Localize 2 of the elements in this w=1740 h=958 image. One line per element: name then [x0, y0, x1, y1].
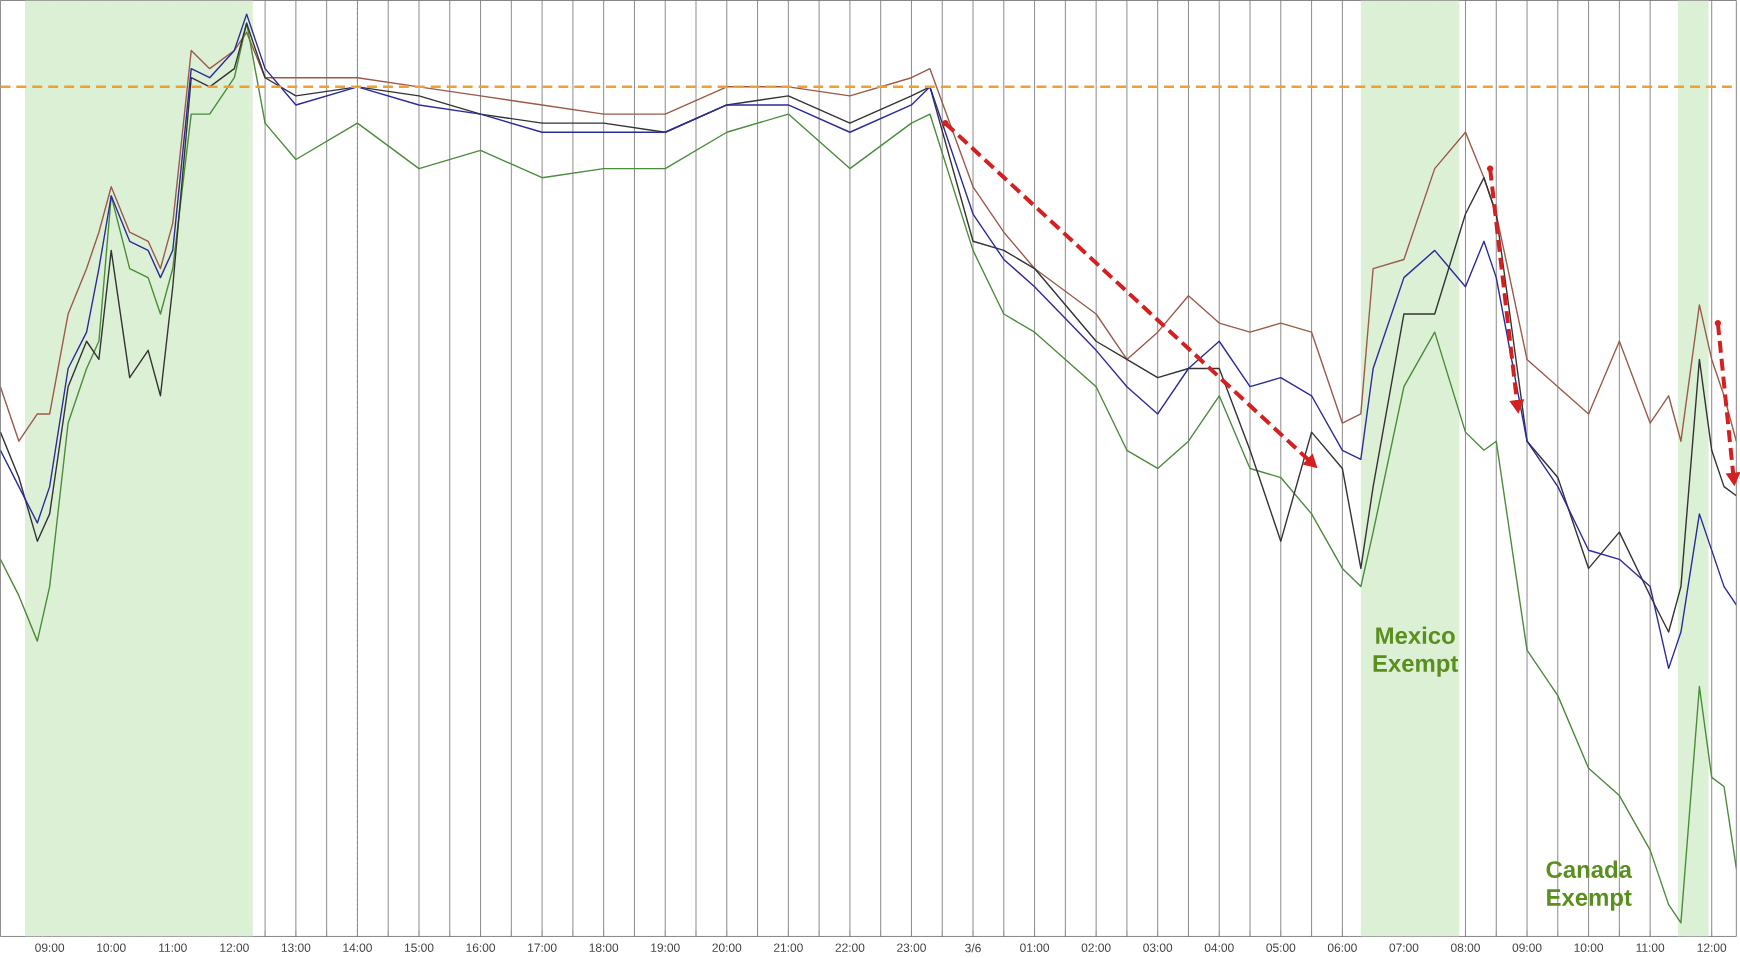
annotation: Canada Exempt	[1546, 860, 1633, 911]
annotation: Mexico Exempt	[1373, 626, 1459, 677]
